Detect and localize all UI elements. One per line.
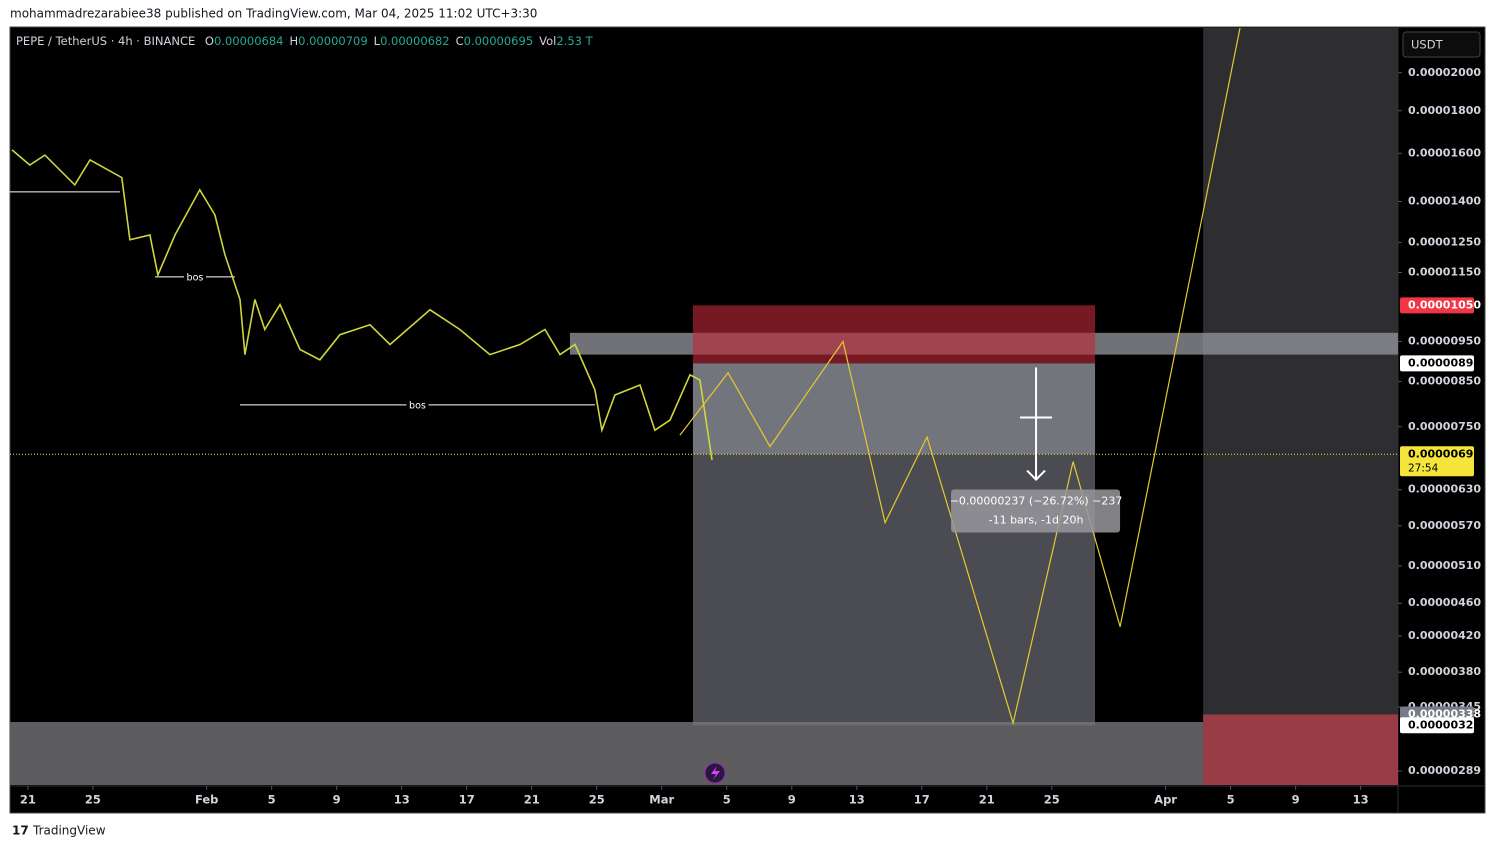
ohlc-key: O [204, 34, 214, 48]
price-label: 0.00001050 [1408, 298, 1481, 311]
y-tick-label: 0.00001800 [1408, 104, 1481, 117]
y-tick-label: 0.00002000 [1408, 66, 1481, 79]
zone [1203, 28, 1398, 785]
y-tick-label: 0.00001250 [1408, 235, 1481, 248]
ohlc-value: 0.00000682 [380, 34, 450, 48]
ohlc-value: 0.00000709 [298, 34, 368, 48]
logo-mark: 17 [12, 824, 29, 838]
measure-text: −0.00000237 (−26.72%) −237 [950, 495, 1123, 508]
y-tick-label: 0.00000570 [1408, 519, 1481, 532]
zone [692, 363, 1096, 455]
x-tick-label: 21 [979, 793, 995, 807]
x-tick-label: 9 [788, 793, 796, 807]
ohlc-key: L [373, 34, 381, 48]
x-tick-label: 5 [268, 793, 276, 807]
price-label-bg [1400, 717, 1474, 734]
footer: TradingView [32, 824, 106, 838]
x-tick-label: 17 [459, 793, 475, 807]
y-tick-label: 0.00000289 [1408, 764, 1481, 777]
currency: USDT [1411, 38, 1444, 52]
x-tick-label: 5 [1227, 793, 1235, 807]
y-tick-label: 0.00000380 [1408, 665, 1481, 678]
y-tick-label: 0.00000420 [1408, 629, 1481, 642]
level-label-bg [183, 270, 206, 283]
y-tick-label: 0.00000850 [1408, 375, 1481, 388]
y-tick-label: 0.00000510 [1408, 559, 1481, 572]
x-tick-label: 21 [524, 793, 540, 807]
price-label-bg [1400, 297, 1474, 314]
symbol: PEPE / TetherUS · 4h · BINANCE [16, 34, 196, 48]
price-label: 0.00000338 [1408, 707, 1481, 720]
zone [692, 305, 1096, 364]
x-tick-label: Mar [649, 793, 674, 807]
y-tick-label: 0.00001150 [1408, 265, 1481, 278]
event-icon-bolt [711, 766, 720, 780]
legend-header: PEPE / TetherUS · 4h · BINANCE O0.000006… [16, 34, 599, 48]
ohlc-value: 0.00000684 [213, 34, 284, 48]
ohlc-key: Vol [539, 34, 557, 48]
zone [10, 722, 1204, 785]
attribution: mohammadrezarabiee38 published on Tradin… [10, 7, 537, 21]
price-label: 0.00000695 [1408, 447, 1481, 460]
x-tick-label: 9 [333, 793, 341, 807]
series-line [11, 149, 713, 461]
level-label: bos [409, 400, 426, 411]
x-tick-label: 9 [1292, 793, 1300, 807]
x-tick-label: 13 [1353, 793, 1369, 807]
level-label: bos [187, 272, 204, 283]
price-label-bg [1400, 355, 1474, 372]
measure-arrowhead [1026, 469, 1046, 481]
measure-box [951, 489, 1121, 533]
y-tick-label: 0.00000750 [1408, 420, 1481, 433]
ohlc-value: 0.00000695 [463, 34, 534, 48]
ohlc-key: C [455, 34, 464, 48]
x-tick-label: 25 [1044, 793, 1060, 807]
measure-text: -11 bars, -1d 20h [989, 514, 1084, 527]
currency-box[interactable] [1402, 31, 1481, 58]
x-tick-label: 17 [914, 793, 930, 807]
x-tick-label: 13 [394, 793, 410, 807]
series-line [679, 28, 1241, 726]
x-tick-label: Apr [1154, 793, 1177, 807]
level-label-bg [406, 398, 429, 411]
x-tick-label: 13 [849, 793, 865, 807]
y-tick-label: 0.00001600 [1408, 146, 1481, 159]
ohlc-key: H [289, 34, 299, 48]
y-tick-label: 0.00001400 [1408, 194, 1481, 207]
x-tick-label: 21 [20, 793, 36, 807]
y-tick-label: 0.00000460 [1408, 596, 1481, 609]
x-tick-label: 25 [85, 793, 101, 807]
price-label: 0.00000328 [1408, 718, 1481, 731]
x-tick-label: 25 [589, 793, 605, 807]
y-tick-label: 0.00000950 [1408, 334, 1481, 347]
zone [1203, 714, 1398, 785]
price-label-bg [1400, 446, 1474, 477]
x-tick-label: 5 [723, 793, 731, 807]
price-label: 0.00000894 [1408, 356, 1481, 369]
y-tick-label: 0.00000630 [1408, 483, 1481, 496]
x-tick-label: Feb [195, 793, 218, 807]
ohlc-value: 2.53 T [556, 34, 593, 48]
price-label-timer: 27:54 [1408, 462, 1439, 474]
